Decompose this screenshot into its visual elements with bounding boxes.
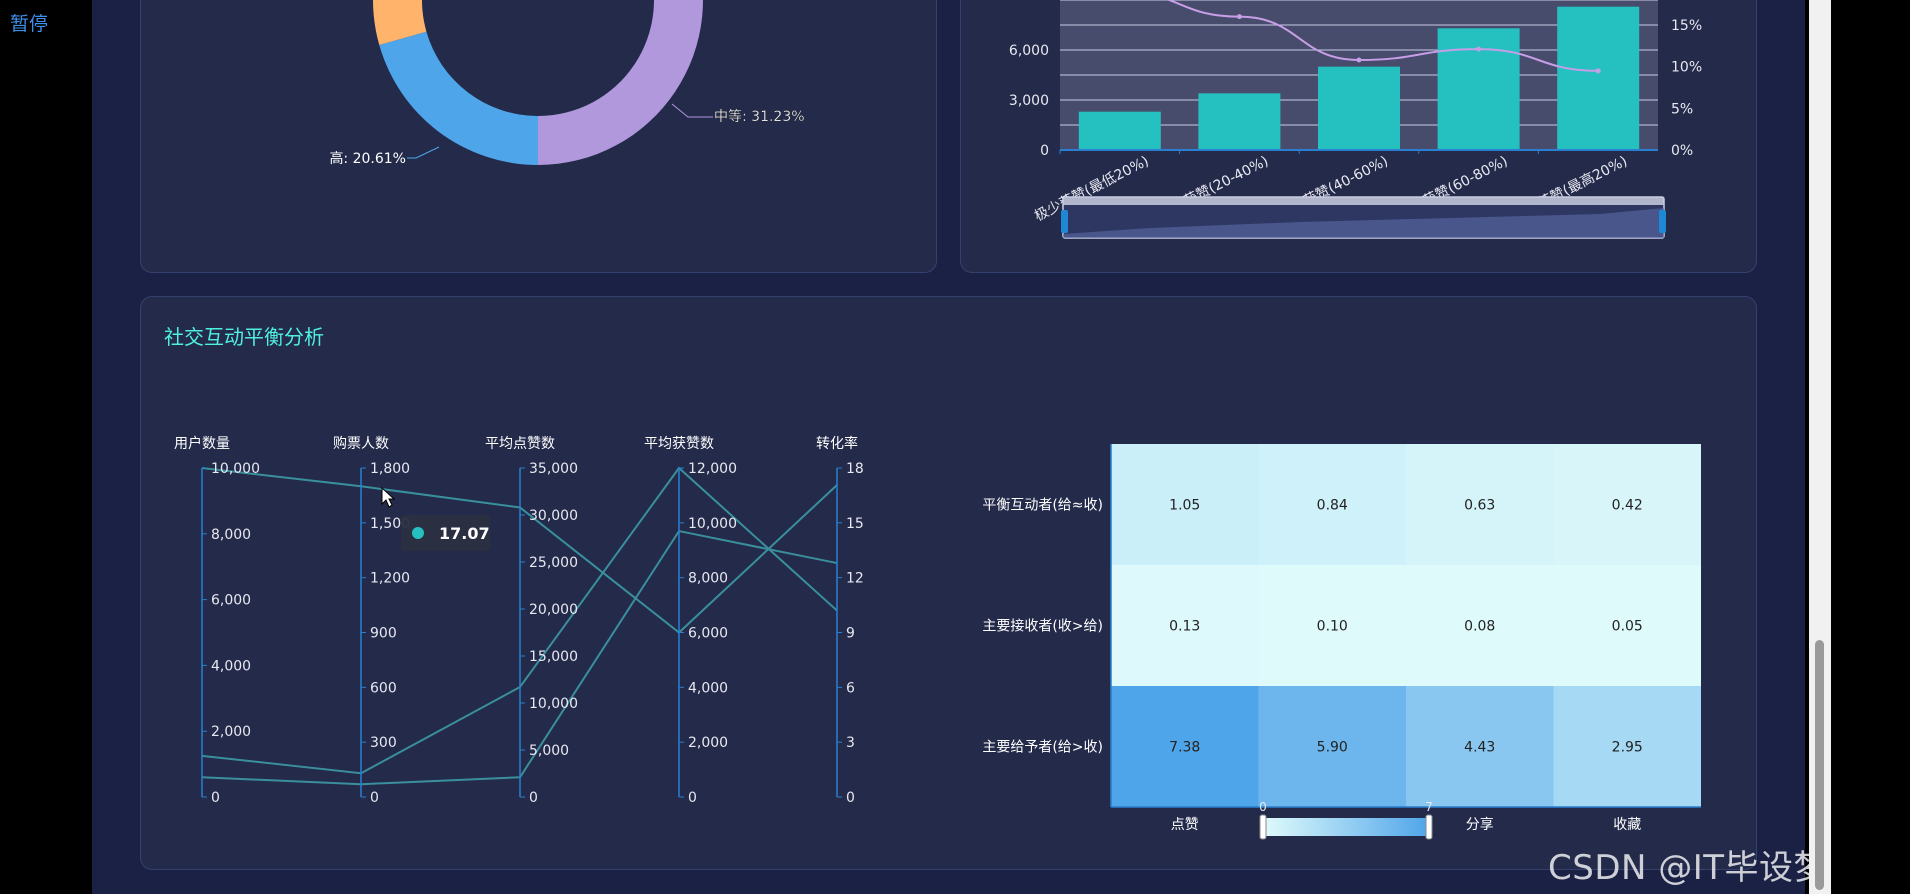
bar-line-panel (960, 0, 1757, 273)
section-title: 社交互动平衡分析 (164, 325, 324, 349)
social-balance-panel (140, 296, 1757, 870)
pause-button[interactable]: 暂停 (10, 13, 49, 35)
page-scrollbar[interactable] (1809, 0, 1831, 894)
screen-border (1831, 0, 1910, 894)
scrollbar-thumb[interactable] (1815, 640, 1824, 890)
donut-panel (140, 0, 937, 273)
